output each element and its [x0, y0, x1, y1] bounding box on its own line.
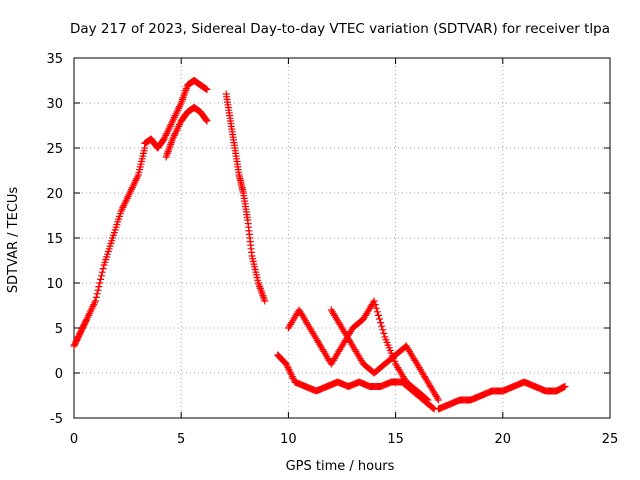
data-point [376, 315, 384, 323]
data-point [261, 297, 269, 305]
data-point [380, 329, 388, 337]
x-axis-ticks: 0 5 10 15 20 25 [70, 58, 618, 447]
y-tick-label: 5 [55, 322, 63, 337]
data-points [70, 77, 569, 413]
data-point [374, 311, 382, 319]
y-tick-label: 30 [46, 97, 63, 112]
data-point [95, 283, 103, 291]
data-point [202, 116, 210, 124]
y-tick-label: -5 [50, 412, 63, 427]
x-tick-label: 20 [495, 432, 512, 447]
data-point [97, 272, 105, 280]
data-point [96, 279, 104, 287]
data-point [99, 265, 107, 273]
data-point [423, 395, 431, 403]
x-tick-label: 25 [602, 432, 619, 447]
data-point [377, 319, 385, 327]
data-point [379, 326, 387, 334]
data-point [203, 117, 211, 125]
data-point [372, 304, 380, 312]
x-tick-label: 15 [387, 432, 404, 447]
y-axis-ticks: -5 0 5 10 15 20 25 30 35 [46, 52, 610, 427]
data-point [203, 86, 211, 93]
y-axis-label: SDTVAR / TECUs [6, 187, 21, 294]
data-point [91, 297, 99, 305]
grid [74, 58, 610, 418]
y-tick-label: 0 [55, 367, 63, 382]
data-point [561, 383, 569, 390]
x-tick-label: 10 [280, 432, 297, 447]
data-point [98, 268, 106, 276]
chart-title: Day 217 of 2023, Sidereal Day-to-day VTE… [70, 21, 610, 37]
x-tick-label: 0 [70, 432, 78, 447]
data-point [94, 286, 102, 294]
y-tick-label: 20 [46, 187, 63, 202]
data-point [434, 396, 442, 404]
data-point [92, 293, 100, 301]
data-point [378, 322, 386, 330]
data-point [371, 301, 379, 309]
data-point [93, 290, 101, 298]
x-axis-label: GPS time / hours [286, 459, 395, 474]
y-tick-label: 10 [46, 277, 63, 292]
y-tick-label: 25 [46, 142, 63, 157]
y-tick-label: 35 [46, 52, 63, 67]
data-point [82, 316, 90, 324]
y-tick-label: 15 [46, 232, 63, 247]
data-point [97, 275, 105, 283]
data-point [429, 404, 437, 412]
x-tick-label: 5 [177, 432, 185, 447]
data-point [424, 396, 432, 404]
data-point [373, 308, 381, 316]
data-point [370, 297, 378, 305]
